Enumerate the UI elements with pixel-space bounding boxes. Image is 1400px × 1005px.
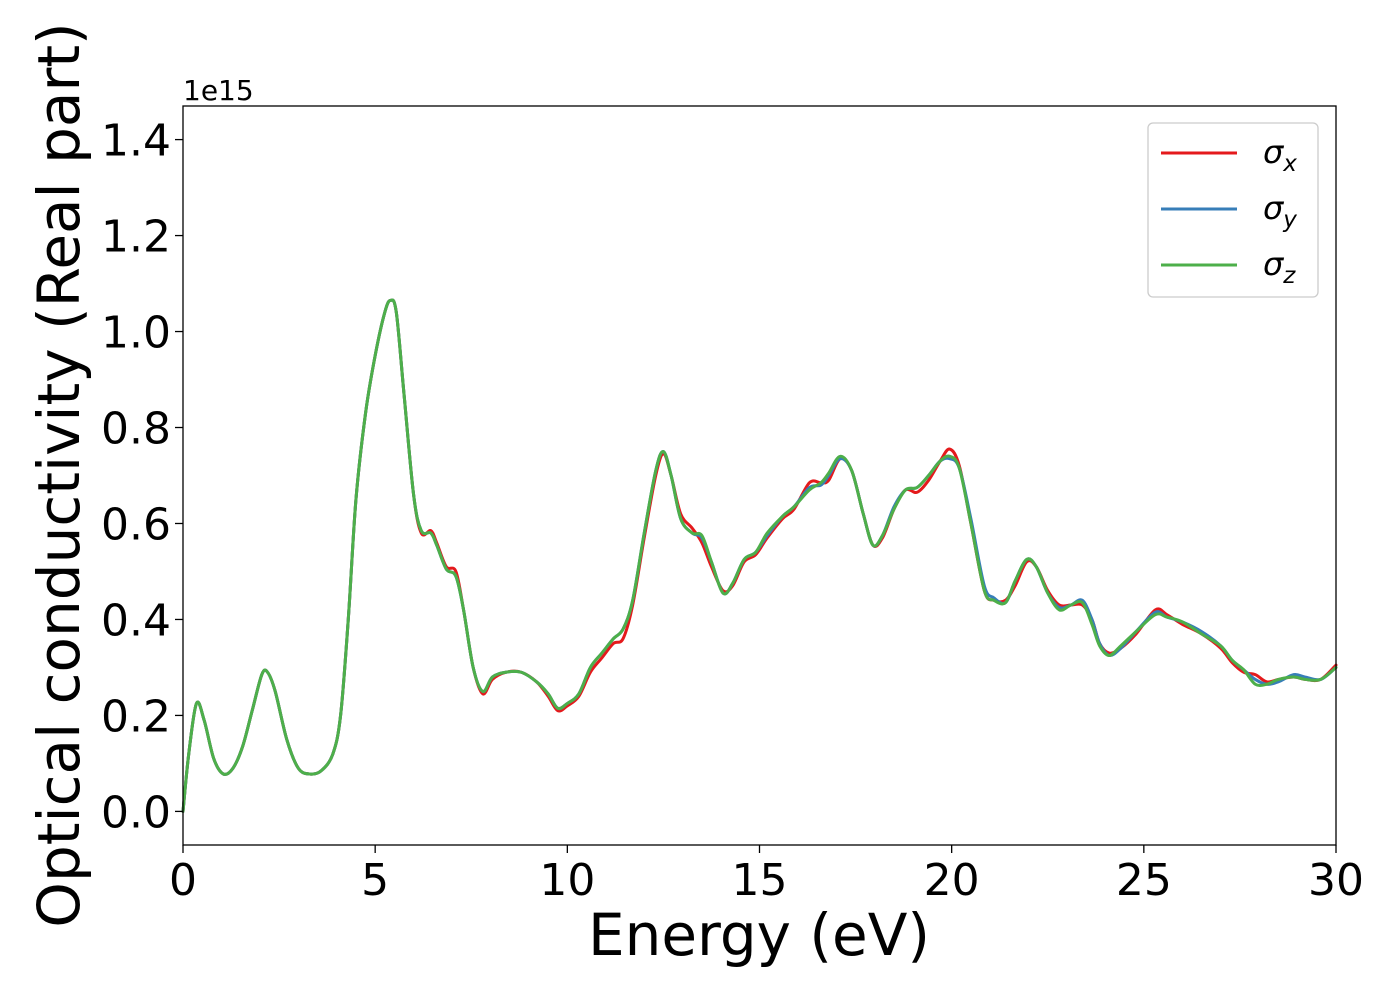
x-tick-label: 0 [169, 855, 197, 906]
y-tick-label: 1.2 [101, 212, 171, 263]
legend-label-sigma-y: σy [1263, 189, 1297, 233]
series-line-sigma-z [181, 298, 1338, 813]
x-tick-label: 30 [1308, 855, 1364, 906]
x-tick-label: 15 [732, 855, 788, 906]
x-tick-label: 25 [1116, 855, 1172, 906]
plot-background [183, 106, 1336, 845]
y-tick-label: 0.8 [101, 404, 171, 455]
series-layer [181, 298, 1338, 813]
x-tick-label: 10 [539, 855, 595, 906]
y-axis-title: Optical conductivity (Real part) [25, 22, 93, 927]
y-axis-ticks: 0.0 0.2 0.4 0.6 0.8 1.0 1.2 1.4 [101, 116, 183, 838]
y-tick-label: 1.4 [101, 116, 171, 167]
x-axis-ticks: 0 5 10 15 20 25 30 [169, 845, 1364, 906]
x-tick-label: 5 [361, 855, 389, 906]
y-tick-label: 0.4 [101, 595, 171, 646]
y-tick-label: 0.6 [101, 499, 171, 550]
x-axis-title: Energy (eV) [588, 901, 930, 969]
y-offset-label: 1e15 [183, 74, 254, 107]
y-tick-label: 1.0 [101, 308, 171, 359]
x-tick-label: 20 [924, 855, 980, 906]
y-tick-label: 0.0 [101, 787, 171, 838]
y-tick-label: 0.2 [101, 691, 171, 742]
